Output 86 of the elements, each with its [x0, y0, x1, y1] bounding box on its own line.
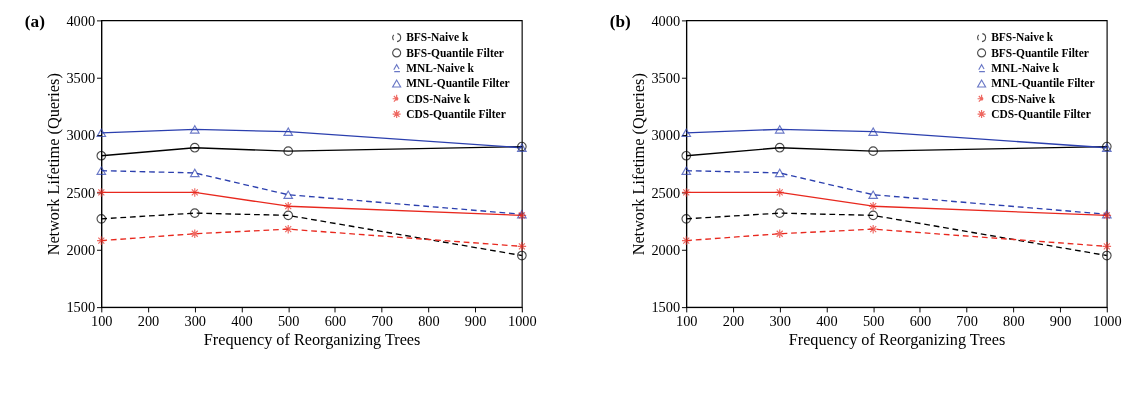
- chart-title: (b): [609, 12, 631, 32]
- x-tick-label: 800: [1003, 312, 1025, 329]
- y-tick-label: 3500: [66, 70, 96, 87]
- point: [96, 235, 107, 246]
- point: [1101, 241, 1112, 252]
- point: [774, 142, 785, 153]
- y-tick-label: 2000: [651, 242, 681, 259]
- legend-label: CDS-Naive k: [991, 92, 1056, 105]
- y-tick-label: 4000: [651, 12, 681, 29]
- point: [283, 146, 294, 156]
- point: [774, 168, 785, 178]
- legend-label: MNL-Quantile Filter: [991, 77, 1095, 90]
- legend-label: BFS-Naive k: [406, 31, 469, 44]
- point: [96, 213, 107, 224]
- point: [774, 228, 785, 239]
- x-axis-title: Frequency of Reorganizing Trees: [788, 330, 1006, 349]
- point: [774, 187, 785, 198]
- point: [517, 250, 527, 261]
- point: [189, 228, 200, 239]
- point: [681, 187, 692, 198]
- point: [1101, 250, 1112, 261]
- point: [868, 190, 879, 200]
- point: [189, 142, 200, 153]
- legend-label: BFS-Quantile Filter: [991, 46, 1089, 59]
- y-tick-label: 4000: [66, 12, 96, 29]
- legend-label: CDS-Naive k: [406, 92, 471, 105]
- legend-label: MNL-Quantile Filter: [406, 77, 510, 90]
- x-tick-label: 400: [816, 312, 838, 329]
- y-axis-title: Network Lifetime (Queries): [629, 73, 648, 256]
- y-tick-label: 2500: [66, 184, 96, 201]
- x-tick-label: 1000: [508, 312, 537, 329]
- point: [283, 201, 294, 212]
- point: [283, 210, 294, 221]
- x-tick-label: 1000: [1092, 312, 1122, 329]
- x-tick-label: 600: [324, 312, 347, 329]
- y-tick-label: 2000: [66, 242, 96, 259]
- point: [517, 241, 527, 252]
- point: [96, 150, 107, 161]
- legend-label: MNL-Naive k: [406, 62, 475, 75]
- legend-label: BFS-Naive k: [991, 31, 1054, 44]
- x-tick-label: 400: [231, 312, 253, 329]
- point: [96, 166, 107, 175]
- point: [774, 208, 785, 218]
- legend-label: BFS-Quantile Filter: [406, 46, 504, 59]
- x-axis-title: Frequency of Reorganizing Trees: [203, 330, 421, 349]
- legend-label: CDS-Quantile Filter: [406, 107, 506, 120]
- point: [96, 128, 107, 138]
- x-tick-label: 200: [722, 312, 745, 329]
- y-tick-label: 2500: [651, 184, 681, 201]
- point: [868, 224, 879, 234]
- chart-title: (a): [24, 12, 45, 32]
- point: [681, 128, 692, 138]
- x-tick-label: 300: [769, 312, 791, 329]
- x-tick-label: 900: [1049, 312, 1072, 329]
- point: [96, 187, 107, 198]
- point: [189, 168, 200, 178]
- point: [868, 210, 879, 221]
- point: [283, 224, 294, 234]
- point: [868, 146, 879, 156]
- legend-label: MNL-Naive k: [991, 62, 1060, 75]
- x-tick-label: 200: [137, 312, 160, 329]
- point: [283, 127, 294, 136]
- point: [189, 208, 200, 218]
- point: [681, 213, 692, 224]
- point: [868, 127, 879, 136]
- y-tick-label: 3000: [66, 127, 96, 144]
- x-tick-label: 500: [862, 312, 885, 329]
- point: [681, 166, 692, 175]
- point: [189, 125, 200, 134]
- point: [868, 201, 879, 212]
- legend-label: CDS-Quantile Filter: [991, 107, 1091, 120]
- point: [189, 187, 200, 198]
- y-tick-label: 3500: [651, 70, 681, 87]
- x-tick-label: 500: [277, 312, 300, 329]
- point: [681, 235, 692, 246]
- x-tick-label: 800: [418, 312, 440, 329]
- y-axis-title: Network Lifetime (Queries): [44, 73, 63, 256]
- x-tick-label: 700: [956, 312, 978, 329]
- point: [774, 125, 785, 134]
- point: [283, 190, 294, 200]
- x-tick-label: 600: [909, 312, 932, 329]
- x-tick-label: 300: [184, 312, 206, 329]
- x-tick-label: 900: [464, 312, 487, 329]
- x-tick-label: 700: [371, 312, 393, 329]
- point: [681, 150, 692, 161]
- y-tick-label: 3000: [651, 127, 681, 144]
